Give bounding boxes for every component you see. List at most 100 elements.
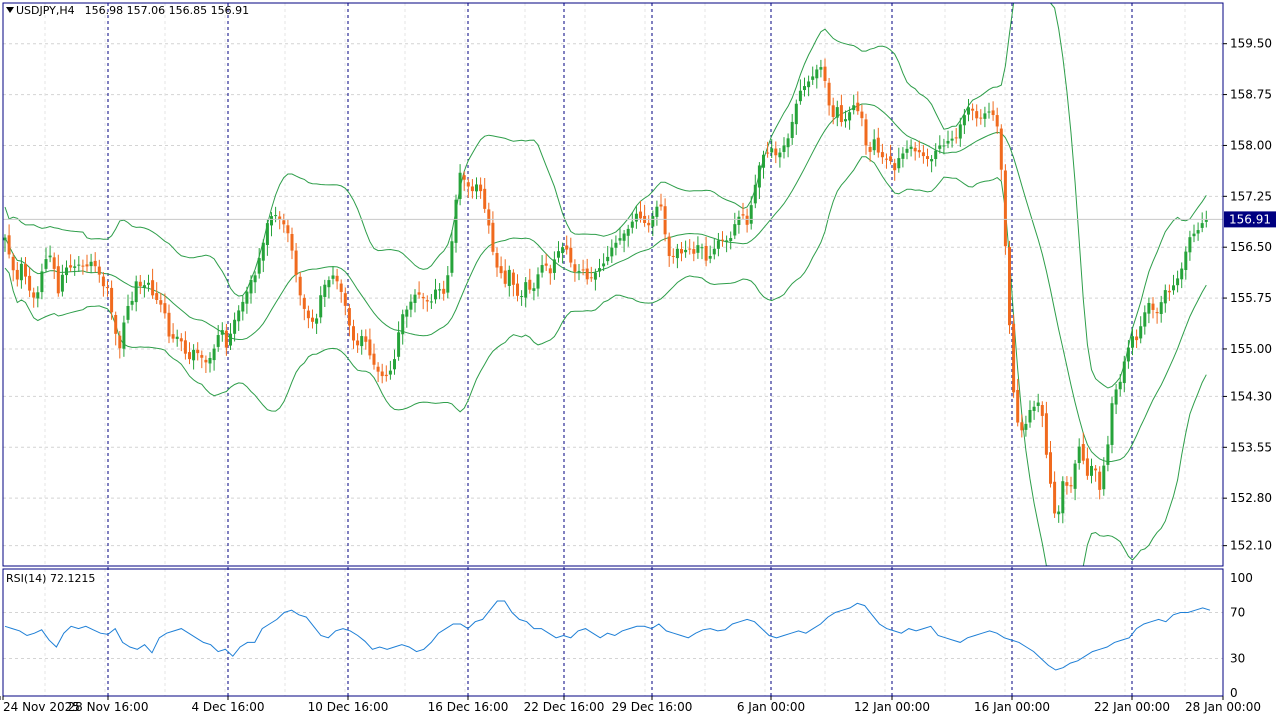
bear-candle — [766, 152, 770, 154]
bull-candle — [622, 233, 626, 241]
bull-candle — [1184, 251, 1188, 271]
bear-candle — [376, 366, 380, 372]
bear-candle — [106, 287, 109, 289]
price-tick-label: 155.75 — [1230, 291, 1272, 305]
bull-candle — [835, 107, 839, 118]
bull-candle — [872, 139, 876, 151]
bull-candle — [323, 284, 327, 297]
bear-candle — [917, 150, 921, 153]
bull-candle — [618, 238, 622, 241]
bear-candle — [302, 297, 306, 309]
bull-candle — [655, 206, 659, 217]
bull-candle — [1036, 402, 1040, 406]
bull-candle — [429, 301, 433, 303]
bull-candle — [909, 146, 913, 149]
bull-candle — [729, 238, 733, 242]
bear-candle — [774, 148, 778, 156]
bear-candle — [671, 255, 675, 257]
bear-candle — [339, 283, 343, 292]
bull-candle — [175, 336, 179, 339]
bear-candle — [69, 265, 73, 268]
bear-candle — [356, 340, 360, 346]
bear-candle — [876, 137, 880, 153]
time-tick-label: 6 Jan 00:00 — [737, 700, 805, 714]
bear-candle — [1085, 458, 1089, 476]
bear-candle — [7, 235, 11, 255]
bull-candle — [1024, 423, 1028, 430]
bear-candle — [1135, 336, 1139, 341]
bull-candle — [536, 274, 540, 289]
bear-candle — [856, 102, 860, 112]
bear-candle — [971, 108, 975, 111]
bull-candle — [77, 264, 81, 266]
rsi-tick-label: 70 — [1230, 606, 1245, 620]
time-tick-label: 16 Dec 16:00 — [428, 700, 509, 714]
bull-candle — [815, 69, 819, 79]
bear-candle — [52, 257, 56, 269]
bear-candle — [352, 326, 355, 341]
bull-candle — [962, 115, 966, 126]
bear-candle — [159, 300, 163, 305]
rsi-tick-label: 100 — [1230, 571, 1253, 585]
bull-candle — [1077, 446, 1081, 464]
bull-candle — [712, 248, 716, 255]
bear-candle — [889, 156, 893, 162]
price-tick-label: 154.30 — [1230, 389, 1272, 403]
bear-candle — [380, 371, 384, 377]
bear-candle — [1003, 170, 1007, 247]
bull-candle — [507, 269, 511, 286]
bull-candle — [540, 265, 544, 273]
bull-candle — [1143, 312, 1147, 327]
bull-candle — [762, 154, 765, 168]
collapse-triangle-icon[interactable] — [6, 7, 14, 13]
bear-candle — [81, 265, 85, 267]
bear-candle — [442, 288, 446, 294]
bull-candle — [257, 258, 261, 274]
bear-candle — [372, 353, 376, 365]
bull-candle — [1102, 465, 1106, 490]
bear-candle — [85, 264, 89, 267]
bull-candle — [331, 275, 335, 279]
bull-candle — [1131, 336, 1134, 348]
bear-candle — [885, 158, 888, 160]
bull-candle — [552, 259, 556, 273]
bear-candle — [1155, 312, 1159, 314]
bull-candle — [520, 296, 524, 298]
bull-candle — [1061, 481, 1065, 514]
bull-candle — [819, 67, 823, 70]
candles — [3, 58, 1223, 524]
bear-candle — [663, 206, 667, 235]
bear-candle — [1044, 413, 1048, 455]
bear-candle — [171, 334, 175, 339]
bear-candle — [1081, 444, 1085, 461]
bull-candle — [319, 295, 323, 318]
bull-candle — [261, 242, 265, 261]
bear-candle — [56, 266, 60, 294]
bull-candle — [1118, 381, 1122, 390]
bear-candle — [1167, 290, 1171, 293]
bull-candle — [1122, 361, 1126, 384]
bear-candle — [995, 115, 999, 127]
price-axis[interactable]: 159.50 158.75 158.00 157.25 156.50 155.75 155.… — [1223, 37, 1276, 553]
rsi-tick-label: 30 — [1230, 652, 1245, 666]
bollinger-middle — [4, 103, 1207, 463]
bull-candle — [942, 145, 946, 147]
bear-candle — [868, 147, 872, 152]
bull-candle — [1057, 511, 1061, 515]
bull-candle — [708, 256, 712, 259]
bull-candle — [397, 332, 401, 357]
bollinger-upper — [4, 2, 1207, 389]
bull-candle — [532, 288, 536, 291]
bull-candle — [930, 159, 934, 162]
bull-candle — [811, 76, 815, 80]
bull-candle — [208, 357, 212, 364]
bear-candle — [827, 82, 831, 106]
bear-candle — [1098, 471, 1102, 490]
bear-candle — [483, 188, 487, 209]
time-tick-label: 28 Nov 16:00 — [68, 700, 149, 714]
bull-candle — [241, 301, 245, 312]
bull-candle — [651, 215, 655, 227]
symbol-label: USDJPY,H4 — [16, 4, 75, 17]
